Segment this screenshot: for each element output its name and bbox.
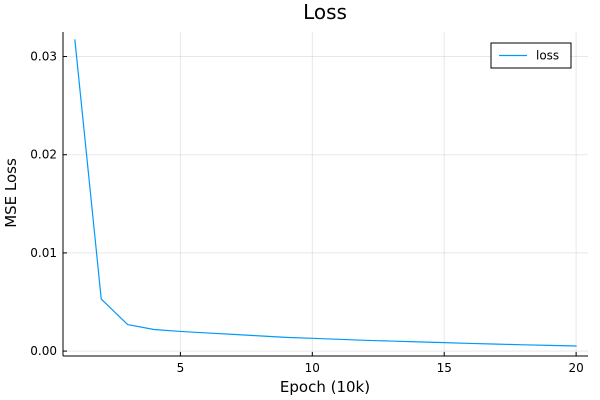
- y-tick-label: 0.01: [30, 246, 57, 260]
- x-tick-label: 5: [177, 361, 185, 375]
- axis-layer: 5 10 15 20 0.00 0.01 0.02 0.03: [30, 32, 588, 375]
- legend-label: loss: [536, 49, 559, 63]
- series-layer: [74, 39, 577, 347]
- y-tick-label: 0.00: [30, 344, 57, 358]
- series-line-loss: [74, 39, 577, 347]
- legend: loss: [490, 42, 572, 69]
- x-tick-label: 10: [305, 361, 320, 375]
- x-tick-label: 20: [568, 361, 583, 375]
- legend-box: [490, 42, 572, 69]
- y-tick-label: 0.02: [30, 148, 57, 162]
- y-axis-label: MSE Loss: [2, 158, 20, 228]
- x-axis-label: Epoch (10k): [280, 378, 370, 396]
- grid-layer: [63, 32, 588, 356]
- chart-title: Loss: [303, 0, 347, 24]
- y-tick-label: 0.03: [30, 50, 57, 64]
- x-tick-label: 15: [437, 361, 452, 375]
